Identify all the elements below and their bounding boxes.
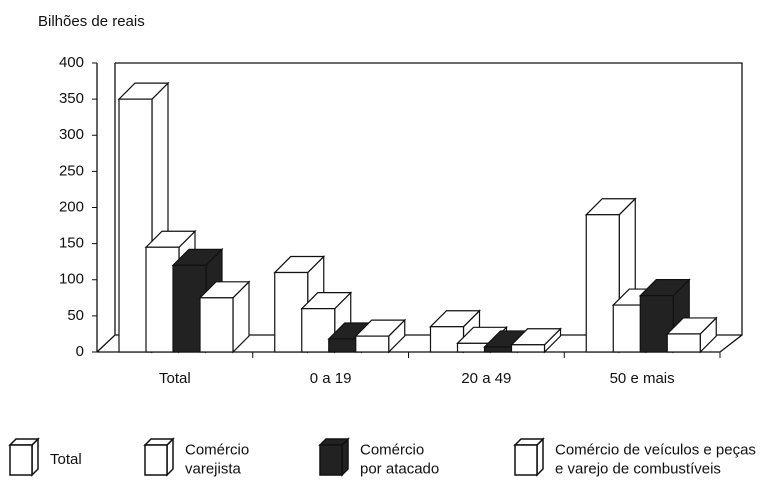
y-axis-label: Bilhões de reais [38, 13, 145, 30]
y-tick-label: 200 [59, 198, 84, 215]
x-tick-label: 50 e mais [610, 370, 675, 387]
y-tick-label: 400 [59, 54, 84, 71]
legend-swatch-top [8, 438, 40, 446]
y-tick-label: 100 [59, 271, 84, 288]
legend-label: Total [50, 451, 82, 468]
y-tick-label: 150 [59, 235, 84, 252]
legend-label: Comércio por atacado [360, 441, 439, 477]
legend-swatch [319, 444, 343, 476]
y-tick-label: 0 [76, 343, 84, 360]
x-tick-label: 20 a 49 [461, 370, 511, 387]
legend-label: Comércio de veículos e peças e varejo de … [555, 441, 756, 477]
legend-swatch [9, 444, 33, 476]
bar [199, 297, 234, 353]
y-tick-label: 50 [67, 307, 84, 324]
y-tick-label: 350 [59, 90, 84, 107]
bar [510, 344, 546, 353]
y-tick-label: 250 [59, 162, 84, 179]
legend-swatch-top [318, 438, 350, 446]
bar [355, 335, 390, 353]
bar [666, 333, 701, 353]
y-tick-label: 300 [59, 126, 84, 143]
legend-swatch [514, 444, 538, 476]
legend-label: Comércio varejista [185, 441, 249, 477]
x-tick-label: Total [159, 370, 191, 387]
legend-swatch-top [143, 438, 175, 446]
legend-swatch [144, 444, 168, 476]
legend-swatch-top [513, 438, 545, 446]
x-tick-label: 0 a 19 [310, 370, 352, 387]
